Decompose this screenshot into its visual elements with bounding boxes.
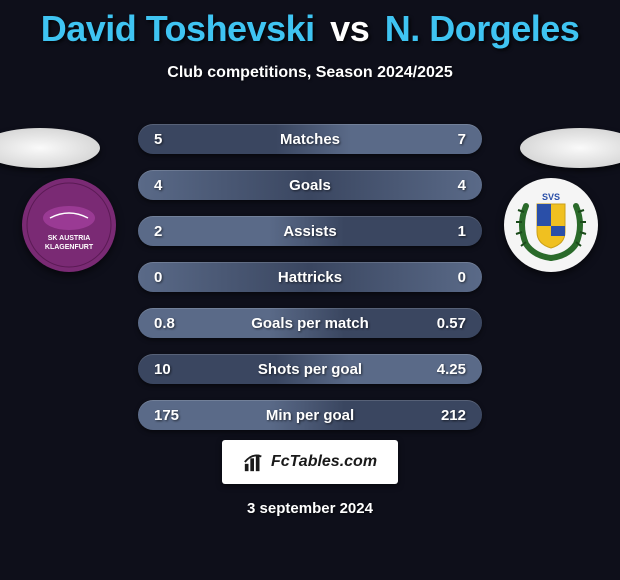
stat-row: 0.8 Goals per match 0.57 [138, 308, 482, 338]
stat-left-value: 175 [154, 407, 179, 424]
svg-text:SVS: SVS [542, 192, 560, 202]
svg-text:KLAGENFURT: KLAGENFURT [45, 244, 94, 251]
player1-name: David Toshevski [41, 8, 315, 49]
page-title: David Toshevski vs N. Dorgeles [0, 0, 620, 50]
stat-row: 10 Shots per goal 4.25 [138, 354, 482, 384]
stat-row: 4 Goals 4 [138, 170, 482, 200]
stats-table: 5Matches74Goals42Assists10Hattricks00.8G… [138, 124, 482, 446]
club-badge-right: SVS [504, 178, 598, 272]
stat-right-value: 1 [458, 223, 466, 240]
stat-right-value: 4.25 [437, 361, 466, 378]
stat-left-value: 10 [154, 361, 171, 378]
stat-label: Hattricks [278, 269, 342, 286]
stat-left-value: 4 [154, 177, 162, 194]
stat-right-value: 0.57 [437, 315, 466, 332]
stat-row: 0 Hattricks 0 [138, 262, 482, 292]
stat-row: 175 Min per goal 212 [138, 400, 482, 430]
stat-row: 2 Assists 1 [138, 216, 482, 246]
stat-label: Shots per goal [258, 361, 362, 378]
stat-right-value: 212 [441, 407, 466, 424]
subtitle: Club competitions, Season 2024/2025 [0, 64, 620, 82]
stat-right-value: 7 [458, 131, 466, 148]
vs-label: vs [330, 8, 369, 49]
stat-label: Goals per match [251, 315, 369, 332]
svg-text:SK AUSTRIA: SK AUSTRIA [48, 235, 91, 242]
stat-left-value: 0 [154, 269, 162, 286]
date-label: 3 september 2024 [247, 500, 373, 517]
club-badge-left: SK AUSTRIA KLAGENFURT [22, 178, 116, 272]
stat-left-value: 2 [154, 223, 162, 240]
bar-chart-icon [243, 451, 265, 473]
stat-right-value: 0 [458, 269, 466, 286]
footer-logo: FcTables.com [222, 440, 398, 484]
stat-label: Min per goal [266, 407, 354, 424]
stat-row: 5 Matches 7 [138, 124, 482, 154]
avatar-right-placeholder [520, 128, 620, 168]
avatar-left-placeholder [0, 128, 100, 168]
footer-brand-text: FcTables.com [271, 453, 377, 471]
stat-left-value: 5 [154, 131, 162, 148]
stat-label: Goals [289, 177, 331, 194]
player2-name: N. Dorgeles [385, 8, 580, 49]
stat-left-value: 0.8 [154, 315, 175, 332]
stat-label: Matches [280, 131, 340, 148]
stat-right-value: 4 [458, 177, 466, 194]
stat-label: Assists [283, 223, 336, 240]
